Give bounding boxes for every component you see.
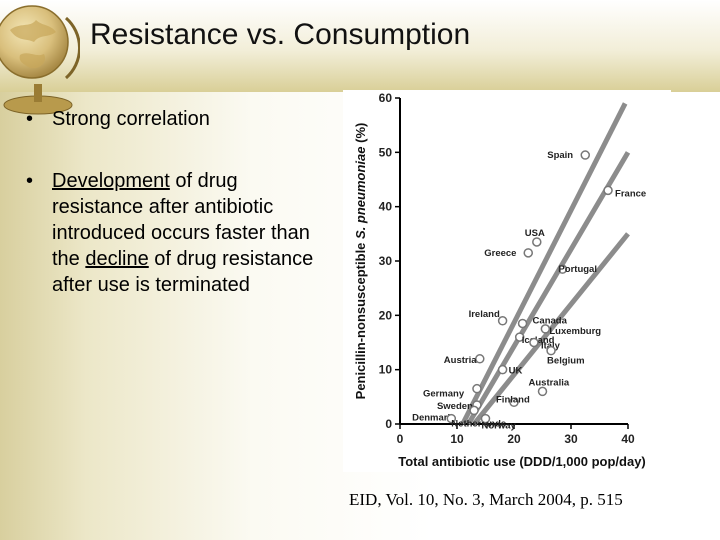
data-point-finland — [509, 397, 519, 408]
data-label-usa: USA — [525, 228, 545, 239]
y-tick-label: 60 — [379, 91, 393, 105]
data-point-usa — [532, 237, 542, 247]
bullet-marker: • — [26, 170, 34, 192]
data-label-spain: Spain — [547, 150, 573, 161]
x-axis-label: Total antibiotic use (DDD/1,000 pop/day) — [398, 454, 646, 469]
data-point-austria — [475, 354, 485, 364]
data-label-greece: Greece — [484, 248, 516, 259]
bullet-marker: • — [26, 108, 34, 130]
y-axis-label: Penicillin-nonsusceptible S. pneumoniae … — [353, 123, 368, 400]
y-tick-label: 30 — [379, 254, 393, 268]
data-point-greece — [523, 248, 533, 258]
emphasis-development: Development — [52, 170, 170, 192]
y-tick-label: 10 — [379, 363, 393, 377]
x-tick-label: 30 — [564, 432, 578, 446]
x-tick-label: 20 — [507, 432, 521, 446]
citation: EID, Vol. 10, No. 3, March 2004, p. 515 — [349, 490, 623, 509]
data-point-denmark — [469, 405, 479, 416]
y-tick-label: 20 — [379, 308, 393, 322]
data-label-australia: Australia — [529, 377, 570, 388]
y-tick-label: 50 — [379, 145, 393, 159]
trend-line — [460, 102, 628, 426]
bullet-item: • Strong correlation — [26, 106, 326, 132]
data-label-sweden: Sweden — [437, 401, 473, 412]
data-point-canada — [517, 318, 528, 329]
data-label-norway: Norway — [482, 421, 517, 432]
chart-panel: 0 10 20 30 40 0 10 20 30 40 50 60 Total antibiotic u… — [343, 90, 671, 472]
data-label-netherlands: Netherlands — [451, 419, 506, 430]
data-label-france: France — [615, 188, 646, 199]
data-point-luxemburg — [540, 324, 551, 334]
data-point-iceland — [514, 332, 525, 342]
bullet-text-segment: of drug resistance after use is terminat… — [52, 248, 314, 296]
data-label-uk: UK — [509, 366, 523, 377]
bullet-item: • Development of drug resistance after a… — [26, 168, 326, 298]
globe-icon — [0, 5, 80, 115]
data-point-norway — [480, 413, 491, 424]
data-point-australia — [537, 386, 548, 397]
data-point-netherlands — [446, 413, 457, 424]
y-tick-label: 0 — [385, 417, 392, 431]
bullet-text: Development of drug resistance after ant… — [52, 170, 313, 296]
y-tick-label: 40 — [379, 200, 393, 214]
x-tick-label: 40 — [621, 432, 635, 446]
trend-line — [472, 232, 630, 426]
data-label-luxemburg: Luxemburg — [549, 326, 601, 337]
x-tick-label: 10 — [450, 432, 464, 446]
y-axis-label-part: S. pneumoniae — [353, 147, 368, 239]
data-point-germany — [472, 383, 482, 394]
y-axis-label-part: Penicillin-nonsusceptible — [353, 239, 368, 399]
scatter-chart: 0 10 20 30 40 0 10 20 30 40 50 60 Total antibiotic u… — [353, 91, 646, 469]
title-band — [0, 0, 720, 92]
data-label-finland: Finland — [496, 394, 530, 405]
data-point-uk — [497, 364, 508, 375]
data-point-france — [603, 185, 613, 196]
bullet-list: • Strong correlation • Development of dr… — [26, 106, 326, 334]
data-point-italy — [529, 337, 539, 348]
trend-line — [466, 151, 631, 426]
data-label-portugal: Portugal — [558, 264, 597, 275]
data-point-portugal — [557, 264, 568, 274]
data-label-germany: Germany — [423, 389, 465, 400]
bullet-text: Strong correlation — [52, 108, 210, 130]
data-label-austria: Austria — [444, 355, 477, 366]
data-label-belgium: Belgium — [547, 356, 584, 367]
data-point-spain — [580, 150, 590, 160]
data-label-ireland: Ireland — [469, 309, 500, 320]
slide-title: Resistance vs. Consumption — [90, 18, 471, 51]
data-label-canada: Canada — [533, 315, 568, 326]
x-tick-label: 0 — [397, 432, 404, 446]
bullet-text-segment: of drug resistance after antibiotic intr… — [52, 170, 310, 270]
y-axis-label-part: (%) — [353, 123, 368, 147]
data-point-ireland — [497, 316, 508, 326]
data-point-belgium — [546, 345, 556, 356]
data-label-denmark: Denmark — [412, 412, 453, 423]
emphasis-decline: decline — [85, 248, 149, 270]
